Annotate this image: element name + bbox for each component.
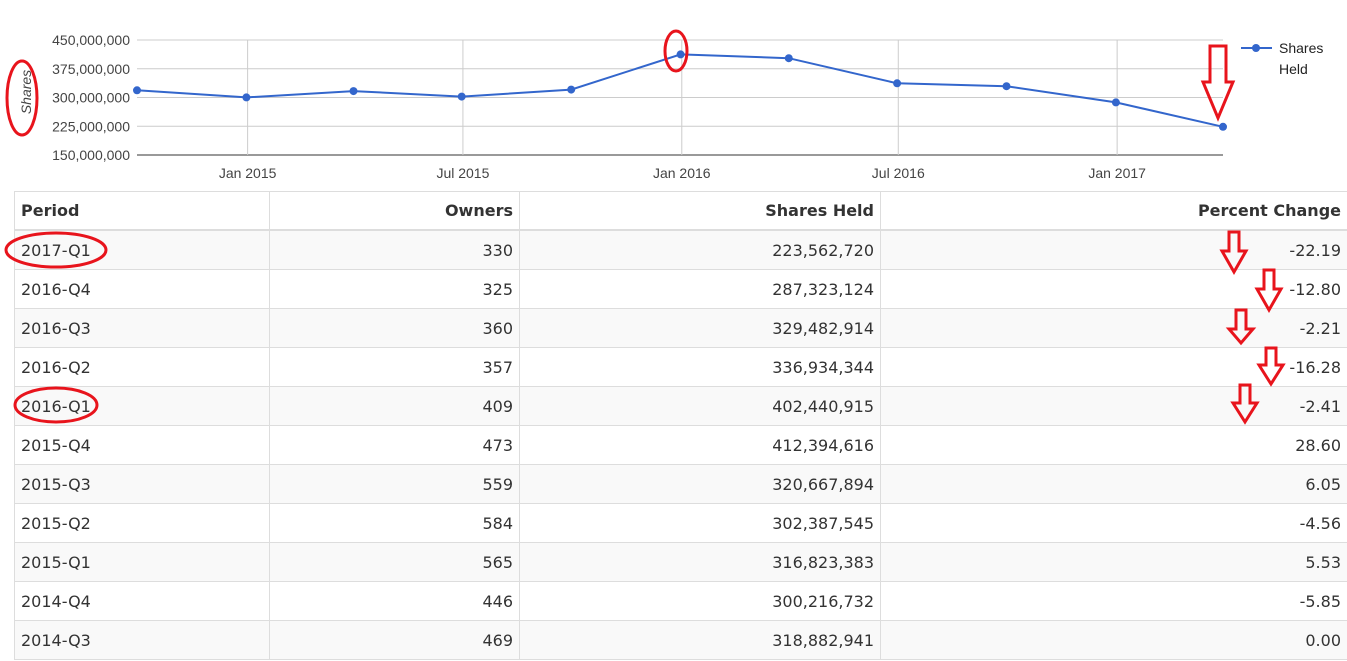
percent-change-cell: -2.41 (880, 386, 1347, 426)
table-row: 2014-Q3 469 318,882,941 0.00 (14, 620, 1347, 660)
shares-held-cell: 329,482,914 (519, 308, 881, 348)
period-cell: 2016-Q2 (14, 347, 270, 387)
period-cell: 2017-Q1 (14, 229, 270, 270)
table-row: 2015-Q2 584 302,387,545 -4.56 (14, 503, 1347, 543)
legend-label-line1: Shares (1279, 40, 1323, 56)
y-tick-label: 225,000,000 (52, 118, 130, 134)
data-point (457, 92, 466, 101)
chart-legend[interactable]: Shares Held (1241, 40, 1323, 77)
y-tick-label: 375,000,000 (52, 61, 130, 77)
owners-cell: 584 (269, 503, 520, 543)
owners-cell: 360 (269, 308, 520, 348)
period-cell: 2016-Q3 (14, 308, 270, 348)
header-shares-held[interactable]: Shares Held (519, 191, 881, 231)
data-point (676, 50, 685, 59)
y-axis-label: Shares (18, 70, 34, 114)
percent-change-cell: 0.00 (880, 620, 1347, 660)
x-tick-label: Jan 2016 (653, 165, 711, 181)
data-point (784, 54, 793, 63)
shares-held-cell: 412,394,616 (519, 425, 881, 465)
percent-change-cell: -5.85 (880, 581, 1347, 621)
owners-cell: 325 (269, 269, 520, 309)
data-point (1002, 82, 1011, 91)
shares-held-cell: 316,823,383 (519, 542, 881, 582)
percent-change-cell: 28.60 (880, 425, 1347, 465)
shares-held-cell: 287,323,124 (519, 269, 881, 309)
table-row: 2016-Q1 409 402,440,915 -2.41 (14, 386, 1347, 426)
header-percent-change[interactable]: Percent Change (880, 191, 1347, 231)
percent-change-cell: 6.05 (880, 464, 1347, 504)
data-point (133, 86, 141, 95)
data-point (567, 85, 576, 94)
percent-change-cell: -12.80 (880, 269, 1347, 309)
legend-label-line2: Held (1279, 61, 1308, 77)
percent-change-cell: -22.19 (880, 229, 1347, 270)
data-point (1219, 122, 1227, 131)
data-point (349, 87, 358, 96)
x-axis-ticks: Jan 2015 Jul 2015 Jan 2016 Jul 2016 Jan 2017 (219, 165, 1146, 181)
owners-cell: 565 (269, 542, 520, 582)
owners-cell: 473 (269, 425, 520, 465)
shares-held-cell: 223,562,720 (519, 229, 881, 270)
percent-change-cell: -4.56 (880, 503, 1347, 543)
period-cell: 2016-Q4 (14, 269, 270, 309)
x-tick-label: Jul 2016 (872, 165, 925, 181)
y-axis-ticks: 450,000,000 375,000,000 300,000,000 225,000… (52, 32, 130, 163)
chart-gridlines (137, 39, 1223, 156)
owners-cell: 330 (269, 229, 520, 270)
chart-series (133, 50, 1227, 131)
owners-cell: 469 (269, 620, 520, 660)
percent-change-cell: -2.21 (880, 308, 1347, 348)
table-row: 2016-Q4 325 287,323,124 -12.80 (14, 269, 1347, 309)
period-cell: 2014-Q3 (14, 620, 270, 660)
data-point (242, 93, 251, 102)
owners-cell: 559 (269, 464, 520, 504)
shares-held-cell: 318,882,941 (519, 620, 881, 660)
table-row: 2016-Q2 357 336,934,344 -16.28 (14, 347, 1347, 387)
period-cell: 2015-Q3 (14, 464, 270, 504)
y-tick-label: 300,000,000 (52, 90, 130, 106)
shares-held-cell: 336,934,344 (519, 347, 881, 387)
holdings-table: Period Owners Shares Held Percent Change… (14, 191, 1347, 660)
period-cell: 2016-Q1 (14, 386, 270, 426)
x-tick-label: Jan 2015 (219, 165, 277, 181)
table-header-row: Period Owners Shares Held Percent Change (14, 191, 1347, 231)
table-row: 2017-Q1 330 223,562,720 -22.19 (14, 229, 1347, 270)
shares-held-chart: 450,000,000 375,000,000 300,000,000 225,000… (18, 32, 1323, 181)
table-row: 2015-Q4 473 412,394,616 28.60 (14, 425, 1347, 465)
table-row: 2016-Q3 360 329,482,914 -2.21 (14, 308, 1347, 348)
table-row: 2015-Q1 565 316,823,383 5.53 (14, 542, 1347, 582)
table-row: 2014-Q4 446 300,216,732 -5.85 (14, 581, 1347, 621)
header-owners[interactable]: Owners (269, 191, 520, 231)
y-tick-label: 150,000,000 (52, 147, 130, 163)
y-tick-label: 450,000,000 (52, 32, 130, 48)
data-point (893, 79, 902, 88)
owners-cell: 446 (269, 581, 520, 621)
period-cell: 2015-Q2 (14, 503, 270, 543)
period-cell: 2015-Q4 (14, 425, 270, 465)
period-cell: 2014-Q4 (14, 581, 270, 621)
x-tick-label: Jul 2015 (436, 165, 489, 181)
series-line (136, 53, 1224, 128)
shares-held-cell: 402,440,915 (519, 386, 881, 426)
shares-held-cell: 300,216,732 (519, 581, 881, 621)
header-period[interactable]: Period (14, 191, 270, 231)
legend-marker (1252, 44, 1260, 52)
owners-cell: 357 (269, 347, 520, 387)
shares-held-cell: 302,387,545 (519, 503, 881, 543)
data-point (1111, 98, 1120, 107)
shares-held-cell: 320,667,894 (519, 464, 881, 504)
owners-cell: 409 (269, 386, 520, 426)
period-cell: 2015-Q1 (14, 542, 270, 582)
table-row: 2015-Q3 559 320,667,894 6.05 (14, 464, 1347, 504)
x-tick-label: Jan 2017 (1088, 165, 1146, 181)
percent-change-cell: 5.53 (880, 542, 1347, 582)
percent-change-cell: -16.28 (880, 347, 1347, 387)
